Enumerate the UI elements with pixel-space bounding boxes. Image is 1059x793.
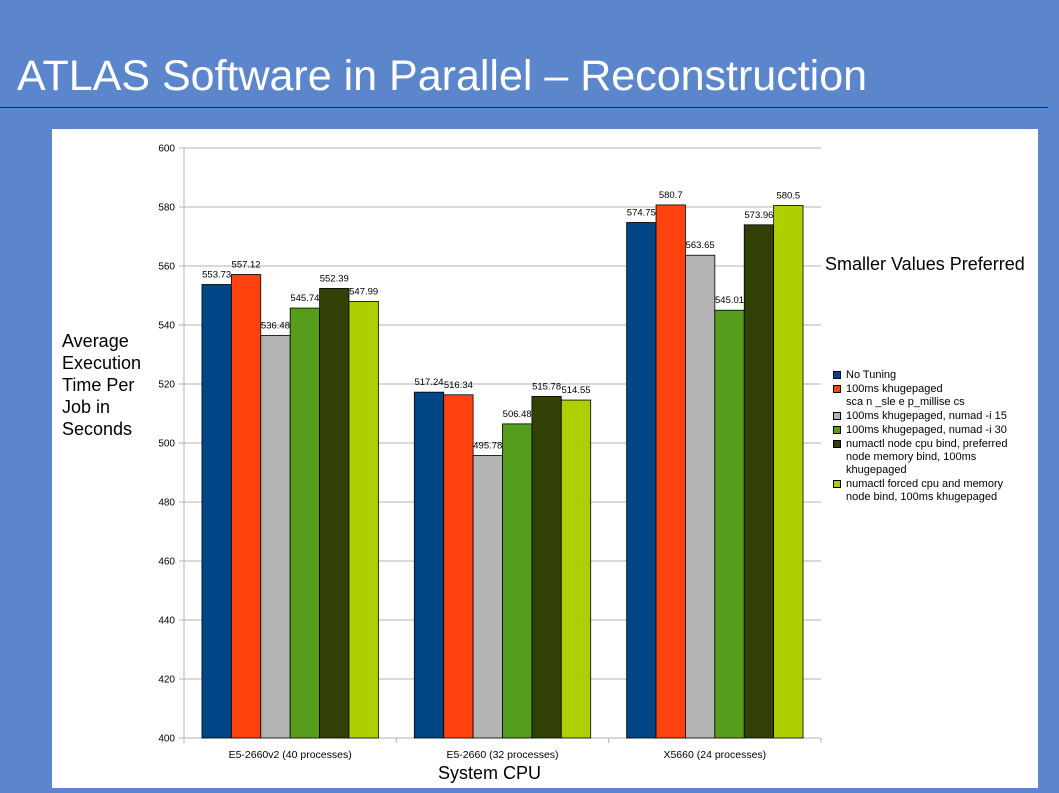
data-label: 545.74: [290, 293, 319, 304]
slide-title: ATLAS Software in Parallel – Reconstruct…: [17, 52, 868, 100]
x-tick-label: X5660 (24 processes): [663, 749, 766, 761]
x-axis-title: System CPU: [438, 763, 542, 783]
bar: [260, 334, 291, 739]
y-tick-label: 540: [158, 321, 175, 332]
bar: [413, 391, 445, 739]
data-label: 514.55: [561, 385, 590, 396]
data-label: 557.12: [232, 259, 261, 270]
bar: [443, 394, 474, 739]
bar: [685, 254, 716, 739]
y-tick-label: 520: [158, 380, 175, 391]
legend-swatch: [833, 426, 841, 434]
bar: [655, 204, 686, 739]
bar: [348, 301, 379, 739]
bar: [230, 274, 262, 739]
y-tick-label: 600: [158, 144, 175, 155]
watermark: 知乎 @根猴: [862, 733, 1011, 766]
data-label: 536.48: [261, 320, 290, 331]
legend-label: numactl node cpu bind, preferred node me…: [846, 438, 1008, 476]
bar-chart: 400420440460480500520540560580600553.735…: [158, 144, 822, 761]
bar: [502, 423, 533, 739]
legend-label: 100ms khugepaged, numad -i 15: [846, 410, 1007, 422]
bar: [531, 396, 562, 739]
legend-item: numactl forced cpu and memory node bind,…: [833, 478, 1033, 504]
y-tick-label: 420: [158, 675, 175, 686]
y-tick-label: 460: [158, 557, 175, 568]
bar: [773, 205, 804, 739]
x-tick-label: E5-2660 (32 processes): [446, 749, 558, 761]
bar: [626, 222, 657, 739]
y-tick-label: 500: [158, 439, 175, 450]
data-label: 580.7: [659, 190, 683, 201]
bar: [319, 288, 350, 739]
legend-label: No Tuning: [846, 369, 897, 381]
legend-item: 100ms khugepaged, numad -i 30: [833, 424, 1033, 437]
data-label: 573.96: [744, 210, 773, 221]
chart-panel: 400 420 440 460 480 500 520 540 560 580 600 553.73 5…: [52, 129, 1038, 788]
bar: [743, 224, 775, 739]
y-axis-title: Average Execution Time Per Job in Second…: [62, 331, 142, 439]
legend-item: 100ms khugepaged sca n _sle e p_millise …: [833, 383, 1033, 409]
x-tick-label: E5-2660v2 (40 processes): [229, 749, 352, 761]
bar: [472, 455, 503, 739]
bar: [560, 399, 592, 739]
data-label: 495.78: [473, 440, 502, 451]
legend-item: numactl node cpu bind, preferred node me…: [833, 438, 1033, 477]
legend-label: numactl forced cpu and memory node bind,…: [846, 478, 1004, 503]
data-label: 574.75: [627, 207, 656, 218]
data-label: 516.34: [444, 380, 473, 391]
bar: [714, 309, 745, 739]
data-label: 547.99: [349, 286, 378, 297]
legend-item: 100ms khugepaged, numad -i 15: [833, 410, 1033, 423]
y-tick-label: 400: [158, 734, 175, 745]
data-label: 545.01: [715, 295, 744, 306]
legend-item: No Tuning: [833, 369, 1033, 382]
bar: [289, 307, 320, 739]
data-label: 552.39: [320, 273, 349, 284]
legend-swatch: [833, 385, 841, 393]
legend-label: 100ms khugepaged sca n _sle e p_millise …: [846, 383, 965, 408]
legend-swatch: [833, 412, 841, 420]
data-label: 515.78: [532, 381, 561, 392]
data-label: 553.73: [202, 269, 231, 280]
y-tick-label: 580: [158, 203, 175, 214]
bar: [201, 284, 232, 739]
data-label: 563.65: [686, 240, 715, 251]
data-label: 580.5: [776, 191, 800, 202]
y-tick-label: 480: [158, 498, 175, 509]
y-tick-label: 560: [158, 262, 175, 273]
chart-legend: No Tuning 100ms khugepaged sca n _sle e p…: [833, 369, 1033, 505]
legend-swatch: [833, 371, 841, 379]
data-label: 517.24: [414, 377, 443, 388]
title-divider: [0, 107, 1048, 108]
legend-swatch: [833, 480, 841, 488]
data-label: 506.48: [503, 409, 532, 420]
legend-swatch: [833, 440, 841, 448]
preference-note: Smaller Values Preferred: [825, 254, 1025, 274]
legend-label: 100ms khugepaged, numad -i 30: [846, 424, 1007, 436]
y-tick-label: 440: [158, 616, 175, 627]
